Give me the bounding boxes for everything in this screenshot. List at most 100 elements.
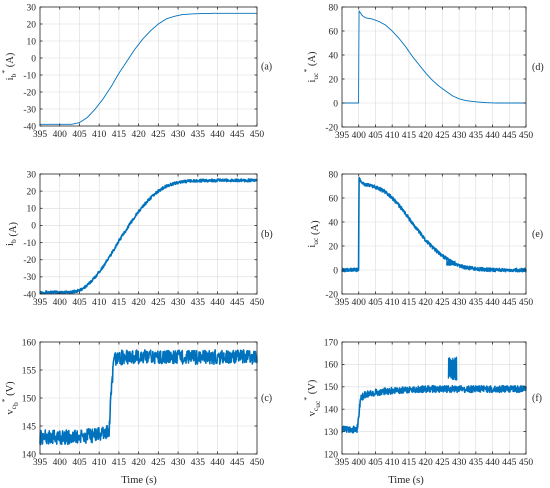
y-axis-label: ib (A) bbox=[5, 222, 19, 246]
y-tick-label: 0 bbox=[31, 222, 36, 232]
x-tick-label: 445 bbox=[230, 298, 245, 308]
panel-e: 395 400 405 410 415 420 425 430 435 440 445 450 -20 0… bbox=[307, 170, 543, 308]
y-tick-label: -30 bbox=[23, 105, 36, 115]
x-tick-label: 420 bbox=[132, 298, 147, 308]
x-tick-label: 410 bbox=[92, 298, 107, 308]
x-tick-label: 445 bbox=[502, 458, 517, 468]
x-tick-label: 395 bbox=[33, 298, 48, 308]
y-tick-label: 0 bbox=[333, 99, 338, 109]
x-tick-label: 400 bbox=[352, 131, 367, 141]
x-axis-label-right: Time (s) bbox=[388, 475, 424, 486]
y-tick-label: 170 bbox=[324, 338, 339, 348]
x-tick-label: 415 bbox=[112, 298, 127, 308]
panel-tag: (a) bbox=[261, 62, 272, 73]
x-tick-label: 445 bbox=[230, 130, 245, 140]
y-tick-label: 20 bbox=[27, 187, 37, 197]
axes-box bbox=[341, 341, 527, 455]
panel-d: 395 400 405 410 415 420 425 430 435 440 445 450 -20 0… bbox=[302, 3, 544, 141]
panel-b: 395 400 405 410 415 420 425 430 435 440 445 450 -40 -… bbox=[5, 170, 273, 308]
y-tick-label: 150 bbox=[324, 383, 339, 393]
x-tick-label: 440 bbox=[210, 298, 225, 308]
x-tick-label: 440 bbox=[210, 130, 225, 140]
x-tick-label: 410 bbox=[385, 131, 400, 141]
y-tick-label: -30 bbox=[23, 273, 36, 283]
x-tick-label: 445 bbox=[502, 131, 517, 141]
x-tick-label: 420 bbox=[419, 298, 434, 308]
y-axis-label: ib* (A) bbox=[0, 52, 18, 80]
y-tick-label: 60 bbox=[329, 194, 339, 204]
panel-tag: (d) bbox=[532, 62, 544, 73]
x-tick-label: 405 bbox=[72, 458, 87, 468]
y-tick-label: 20 bbox=[27, 20, 37, 30]
x-tick-label: 425 bbox=[435, 298, 450, 308]
x-tick-label: 435 bbox=[469, 298, 484, 308]
x-tick-label: 420 bbox=[419, 458, 434, 468]
y-tick-label: -20 bbox=[325, 290, 338, 300]
y-tick-label: 0 bbox=[31, 54, 36, 64]
series-line bbox=[341, 384, 527, 434]
y-tick-label: -10 bbox=[23, 239, 36, 249]
y-tick-label: 140 bbox=[324, 406, 339, 416]
x-tick-label: 405 bbox=[368, 458, 383, 468]
y-tick-label: 130 bbox=[324, 428, 339, 438]
series-line bbox=[39, 12, 258, 125]
series-line bbox=[39, 349, 258, 446]
y-tick-label: 40 bbox=[329, 51, 339, 61]
series-line bbox=[341, 10, 527, 104]
x-tick-label: 425 bbox=[435, 458, 450, 468]
x-tick-label: 425 bbox=[151, 298, 166, 308]
axes-box bbox=[341, 173, 527, 295]
x-tick-label: 415 bbox=[402, 458, 417, 468]
y-tick-label: 0 bbox=[333, 266, 338, 276]
y-tick-label: 10 bbox=[27, 205, 37, 215]
x-tick-label: 410 bbox=[92, 458, 107, 468]
panel-tag: (e) bbox=[532, 229, 543, 240]
y-tick-label: 150 bbox=[22, 394, 37, 404]
panel-tag: (b) bbox=[261, 229, 273, 240]
axes-box bbox=[39, 6, 258, 127]
x-tick-label: 450 bbox=[519, 131, 534, 141]
y-tick-label: 20 bbox=[329, 242, 339, 252]
x-tick-label: 395 bbox=[335, 298, 350, 308]
series-line bbox=[341, 176, 527, 273]
y-tick-label: 120 bbox=[324, 450, 339, 460]
x-axis-label-left: Time (s) bbox=[121, 475, 157, 486]
x-tick-label: 420 bbox=[132, 458, 147, 468]
y-tick-label: 80 bbox=[329, 170, 339, 180]
panel-tag: (f) bbox=[532, 393, 542, 404]
x-tick-label: 450 bbox=[250, 458, 265, 468]
x-tick-label: 395 bbox=[33, 130, 48, 140]
panel-c: 395 400 405 410 415 420 425 430 435 440 445 450 140 1… bbox=[0, 338, 272, 468]
y-tick-label: 160 bbox=[22, 338, 37, 348]
x-tick-label: 445 bbox=[502, 298, 517, 308]
panel-a: 395 400 405 410 415 420 425 430 435 440 445 450 -40 -… bbox=[0, 3, 272, 140]
axes-box bbox=[341, 6, 527, 128]
panel-tag: (c) bbox=[261, 393, 272, 404]
x-tick-label: 440 bbox=[210, 458, 225, 468]
y-tick-label: 80 bbox=[329, 3, 339, 13]
y-axis-label: iuc* (A) bbox=[302, 51, 320, 82]
x-tick-label: 395 bbox=[335, 131, 350, 141]
x-tick-label: 435 bbox=[191, 298, 206, 308]
x-tick-label: 395 bbox=[335, 458, 350, 468]
x-tick-label: 450 bbox=[519, 298, 534, 308]
x-tick-label: 420 bbox=[132, 130, 147, 140]
x-tick-label: 450 bbox=[250, 130, 265, 140]
x-tick-label: 400 bbox=[352, 298, 367, 308]
x-tick-label: 415 bbox=[402, 298, 417, 308]
x-tick-label: 400 bbox=[352, 458, 367, 468]
x-tick-label: 415 bbox=[402, 131, 417, 141]
y-tick-label: -20 bbox=[23, 88, 36, 98]
y-axis-label: iuc (A) bbox=[307, 220, 321, 248]
x-tick-label: 440 bbox=[485, 131, 500, 141]
x-tick-label: 425 bbox=[435, 131, 450, 141]
y-tick-label: 40 bbox=[329, 218, 339, 228]
x-tick-label: 450 bbox=[250, 298, 265, 308]
axes-box bbox=[39, 173, 258, 295]
x-tick-label: 425 bbox=[151, 130, 166, 140]
x-tick-label: 410 bbox=[385, 458, 400, 468]
x-tick-label: 435 bbox=[469, 458, 484, 468]
x-tick-label: 440 bbox=[485, 298, 500, 308]
x-tick-label: 410 bbox=[92, 130, 107, 140]
y-tick-label: 155 bbox=[22, 366, 37, 376]
